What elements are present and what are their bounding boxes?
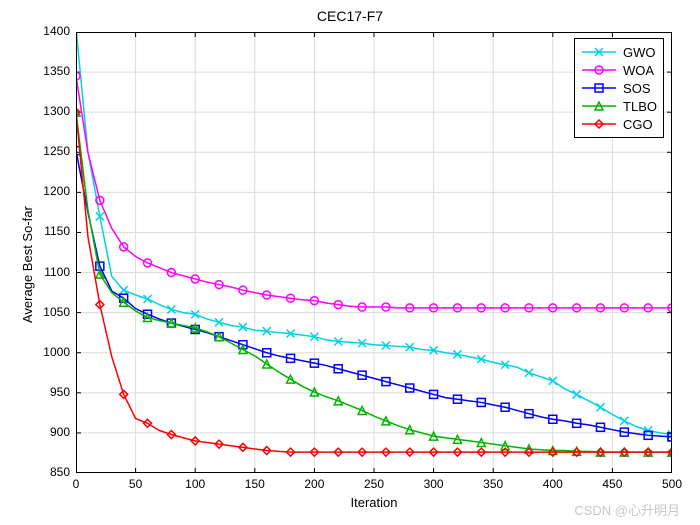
x-tick: 500 — [657, 477, 687, 491]
x-tick: 200 — [299, 477, 329, 491]
y-tick: 900 — [50, 425, 70, 439]
y-tick: 1050 — [43, 305, 70, 319]
y-tick: 1000 — [43, 345, 70, 359]
x-tick: 350 — [478, 477, 508, 491]
chart-title: CEC17-F7 — [0, 8, 700, 24]
legend-label: CGO — [623, 117, 653, 132]
x-tick: 450 — [597, 477, 627, 491]
x-tick: 50 — [121, 477, 151, 491]
legend-item: TLBO — [581, 97, 657, 115]
legend-label: GWO — [623, 45, 656, 60]
x-tick: 300 — [419, 477, 449, 491]
legend-label: TLBO — [623, 99, 657, 114]
y-axis-label: Average Best So-far — [20, 206, 35, 323]
y-tick: 1150 — [44, 224, 70, 238]
y-tick: 1250 — [43, 144, 70, 158]
y-tick: 1300 — [43, 104, 70, 118]
x-tick: 100 — [180, 477, 210, 491]
legend-item: WOA — [581, 61, 657, 79]
x-tick: 150 — [240, 477, 270, 491]
x-tick: 250 — [359, 477, 389, 491]
legend-label: WOA — [623, 63, 654, 78]
y-tick: 1400 — [43, 24, 70, 38]
y-tick: 850 — [50, 465, 70, 479]
y-tick: 950 — [50, 385, 70, 399]
legend: GWO WOA SOS TLBO CGO — [574, 38, 664, 138]
y-tick: 1100 — [44, 265, 70, 279]
x-tick: 0 — [61, 477, 91, 491]
y-tick: 1200 — [43, 184, 70, 198]
legend-item: GWO — [581, 43, 657, 61]
figure: CEC17-F7 Average Best So-far Iteration G… — [0, 0, 700, 525]
y-tick: 1350 — [43, 64, 70, 78]
legend-item: SOS — [581, 79, 657, 97]
x-tick: 400 — [538, 477, 568, 491]
legend-label: SOS — [623, 81, 650, 96]
legend-item: CGO — [581, 115, 657, 133]
watermark: CSDN @心升明月 — [574, 500, 680, 519]
